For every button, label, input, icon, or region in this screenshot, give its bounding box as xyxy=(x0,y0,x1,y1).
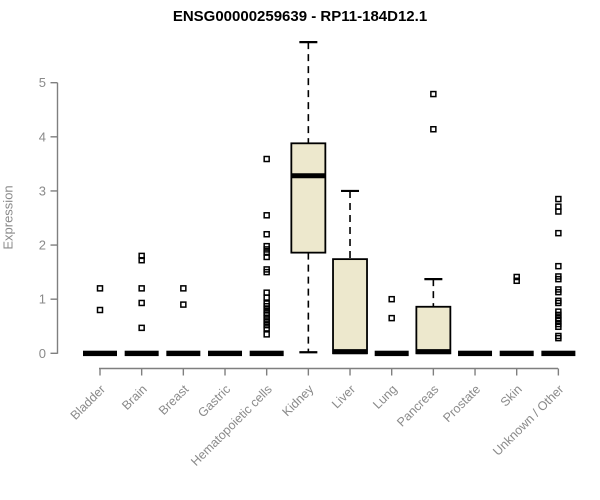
outlier-point xyxy=(263,155,270,163)
iqr-box xyxy=(415,305,452,355)
outlier-point xyxy=(180,285,187,292)
flat-box-3 xyxy=(208,350,243,357)
x-tick-label: Gastric xyxy=(195,382,233,420)
outlier-point xyxy=(138,299,145,307)
flat-box-0 xyxy=(83,350,117,357)
y-tick-label: 4 xyxy=(39,129,46,144)
x-tick-label: Pancreas xyxy=(394,382,441,429)
flat-box-10 xyxy=(499,350,534,357)
outlier-point xyxy=(430,125,437,133)
iqr-box xyxy=(290,142,327,254)
x-tick-label: Liver xyxy=(329,382,358,411)
outlier-point xyxy=(555,275,562,283)
flat-box-9 xyxy=(458,350,493,357)
outlier-point xyxy=(555,195,562,203)
y-tick-label: 5 xyxy=(39,75,46,90)
x-tick-label: Lung xyxy=(370,382,400,412)
outlier-point xyxy=(555,208,562,215)
outlier-point xyxy=(263,268,270,276)
outlier-point xyxy=(555,334,562,342)
x-tick-label: Hematopoietic cells xyxy=(188,382,275,469)
outlier-point xyxy=(96,285,104,292)
y-tick-label: 0 xyxy=(39,346,46,361)
flat-box-4 xyxy=(249,350,284,357)
outlier-point xyxy=(263,253,270,261)
outlier-point xyxy=(263,294,270,301)
flat-box-7 xyxy=(374,350,409,357)
x-tick-label: Brain xyxy=(119,382,150,413)
outlier-point xyxy=(263,325,270,332)
outlier-point xyxy=(388,295,395,303)
flat-box-11 xyxy=(541,350,576,357)
outlier-point xyxy=(555,262,562,270)
x-tick-label: Prostate xyxy=(440,382,483,425)
outlier-point xyxy=(388,314,395,322)
outlier-point xyxy=(96,306,104,314)
x-tick-label: Unknown / Other xyxy=(490,382,566,458)
outlier-point xyxy=(430,90,437,98)
y-tick-label: 3 xyxy=(39,183,46,198)
outlier-point xyxy=(513,277,520,285)
outlier-point xyxy=(180,301,187,308)
outlier-point xyxy=(263,331,270,338)
outlier-point xyxy=(138,256,145,264)
outlier-point xyxy=(555,288,562,296)
outlier-point xyxy=(263,230,270,238)
y-tick-label: 1 xyxy=(39,292,46,307)
x-tick-label: Bladder xyxy=(68,382,108,422)
outlier-point xyxy=(138,324,145,332)
outlier-point xyxy=(263,212,270,219)
x-tick-label: Kidney xyxy=(280,382,317,419)
iqr-box xyxy=(332,258,368,355)
flat-box-1 xyxy=(124,350,159,357)
x-tick-label: Skin xyxy=(498,382,525,409)
y-axis-title: Expression xyxy=(0,185,16,250)
x-tick-label: Breast xyxy=(156,382,192,418)
outlier-point xyxy=(513,273,520,281)
y-tick-label: 2 xyxy=(39,238,46,253)
outlier-point xyxy=(138,285,145,292)
outlier-point xyxy=(555,323,562,331)
flat-box-2 xyxy=(166,350,201,357)
outlier-point xyxy=(555,299,562,307)
outlier-point xyxy=(555,229,562,237)
chart-title: ENSG00000259639 - RP11-184D12.1 xyxy=(172,8,428,25)
